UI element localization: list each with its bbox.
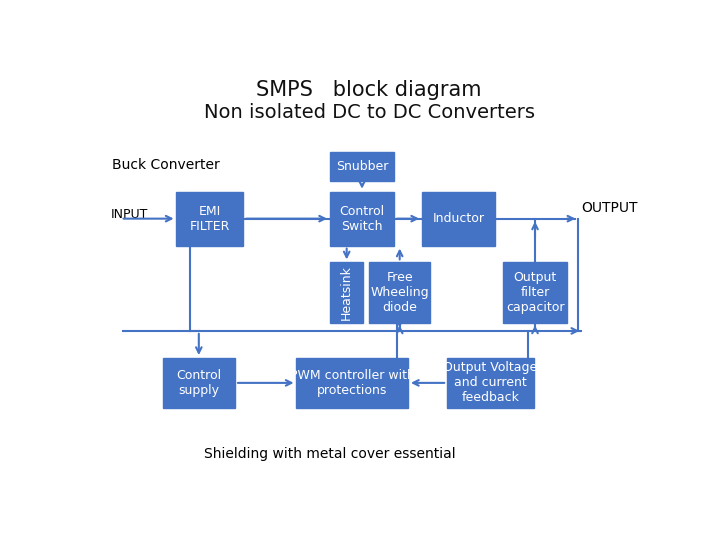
Text: Free
Wheeling
diode: Free Wheeling diode	[370, 271, 429, 314]
Text: Output Voltage
and current
feedback: Output Voltage and current feedback	[444, 361, 538, 404]
FancyBboxPatch shape	[422, 192, 495, 246]
FancyBboxPatch shape	[330, 192, 394, 246]
Text: Heatsink: Heatsink	[340, 265, 354, 320]
Text: SMPS   block diagram: SMPS block diagram	[256, 80, 482, 100]
Text: PWM controller with
protections: PWM controller with protections	[290, 369, 415, 397]
FancyBboxPatch shape	[369, 262, 431, 322]
Text: OUTPUT: OUTPUT	[581, 201, 637, 215]
FancyBboxPatch shape	[503, 262, 567, 322]
FancyBboxPatch shape	[330, 262, 364, 322]
Text: Inductor: Inductor	[432, 212, 485, 225]
Text: INPUT: INPUT	[111, 208, 148, 221]
Text: Snubber: Snubber	[336, 160, 388, 173]
FancyBboxPatch shape	[297, 358, 408, 408]
FancyBboxPatch shape	[447, 358, 534, 408]
Text: Shielding with metal cover essential: Shielding with metal cover essential	[204, 447, 456, 461]
Text: Buck Converter: Buck Converter	[112, 158, 220, 172]
Text: Control
supply: Control supply	[176, 369, 221, 397]
Text: Non isolated DC to DC Converters: Non isolated DC to DC Converters	[204, 103, 534, 122]
FancyBboxPatch shape	[330, 152, 394, 181]
FancyBboxPatch shape	[176, 192, 243, 246]
FancyBboxPatch shape	[163, 358, 235, 408]
Text: Output
filter
capacitor: Output filter capacitor	[505, 271, 564, 314]
Text: Control
Switch: Control Switch	[339, 205, 384, 233]
Text: EMI
FILTER: EMI FILTER	[190, 205, 230, 233]
